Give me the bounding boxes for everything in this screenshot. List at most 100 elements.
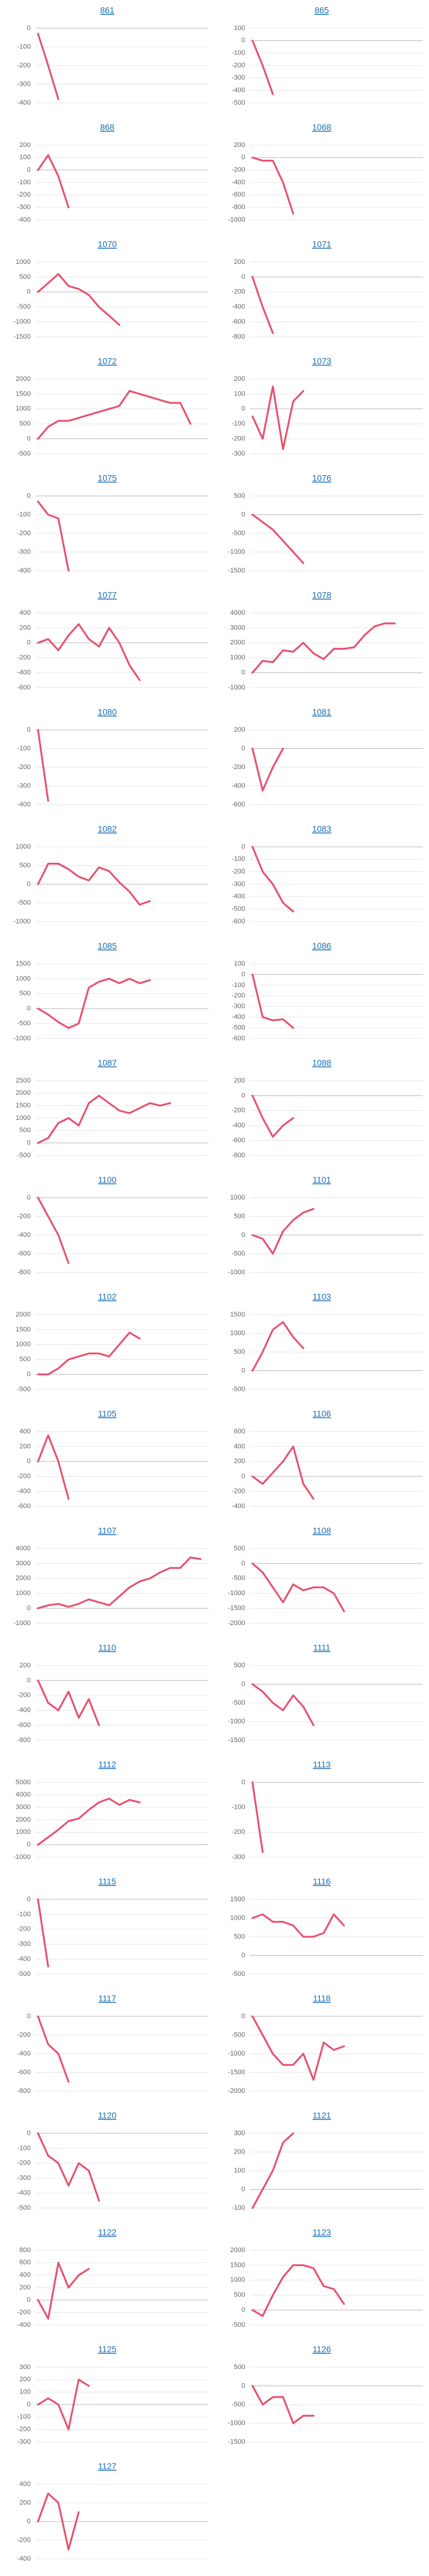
y-tick-label: -600 <box>17 1503 31 1510</box>
y-tick-label: 400 <box>20 1428 31 1435</box>
y-tick-label: -200 <box>232 435 245 443</box>
chart-title[interactable]: 1125 <box>98 2345 116 2354</box>
y-tick-label: -400 <box>232 179 245 186</box>
chart-title[interactable]: 1122 <box>98 2228 116 2237</box>
y-tick-label: -100 <box>232 982 245 989</box>
y-tick-label: -200 <box>232 992 245 999</box>
y-tick-label: -100 <box>232 855 245 863</box>
data-line <box>251 846 294 913</box>
y-tick-label: 0 <box>27 726 31 734</box>
chart-title[interactable]: 1078 <box>312 590 331 600</box>
chart-title[interactable]: 1120 <box>98 2111 116 2120</box>
chart-title[interactable]: 861 <box>100 6 115 15</box>
chart-title[interactable]: 1086 <box>312 941 331 951</box>
data-line <box>251 2264 345 2317</box>
data-line <box>251 385 305 451</box>
y-tick-label: 2000 <box>230 2247 245 2254</box>
y-tick-label: -200 <box>17 654 31 661</box>
chart-title[interactable]: 1126 <box>313 2345 331 2354</box>
y-tick-label: 0 <box>27 1841 31 1849</box>
y-tick-label: -400 <box>17 669 31 677</box>
chart-title[interactable]: 1100 <box>98 1175 116 1185</box>
chart-title[interactable]: 1115 <box>98 1877 116 1887</box>
y-tick-label: 0 <box>241 1560 245 1567</box>
chart-title[interactable]: 1107 <box>98 1526 116 1536</box>
data-line <box>251 1094 294 1138</box>
y-tick-label: 0 <box>27 1005 31 1012</box>
data-line <box>251 2385 314 2424</box>
chart-title[interactable]: 1085 <box>97 941 116 951</box>
y-tick-label: 200 <box>20 141 31 149</box>
y-tick-label: 1500 <box>16 390 31 397</box>
y-tick-label: 600 <box>234 1428 245 1435</box>
y-tick-label: -600 <box>232 1035 245 1042</box>
y-tick-label: 1000 <box>16 843 31 851</box>
chart-title[interactable]: 1081 <box>312 707 331 717</box>
chart-title[interactable]: 1077 <box>97 590 116 600</box>
y-tick-label: -400 <box>17 1707 31 1714</box>
chart-title[interactable]: 1072 <box>97 356 116 366</box>
chart-title[interactable]: 1127 <box>98 2461 116 2471</box>
y-tick-label: -200 <box>232 1828 245 1836</box>
chart-title[interactable]: 1108 <box>313 1526 331 1536</box>
chart-title[interactable]: 1068 <box>312 122 331 132</box>
y-tick-label: -100 <box>232 2204 245 2212</box>
y-tick-label: -1000 <box>228 2419 245 2427</box>
chart-title[interactable]: 1117 <box>98 1994 116 2003</box>
y-tick-label: 1000 <box>230 654 245 661</box>
y-tick-label: 0 <box>241 2185 245 2193</box>
chart-title[interactable]: 1106 <box>313 1409 331 1419</box>
chart-title[interactable]: 1080 <box>97 707 116 717</box>
chart-title[interactable]: 1112 <box>98 1760 116 1770</box>
y-tick-label: 2000 <box>16 1089 31 1097</box>
y-tick-label: 100 <box>234 24 245 32</box>
data-line <box>251 156 294 215</box>
chart-title[interactable]: 1082 <box>97 824 116 834</box>
y-tick-label: 0 <box>27 881 31 888</box>
y-tick-label: 4000 <box>16 1791 31 1798</box>
chart-title[interactable]: 1123 <box>313 2228 331 2237</box>
chart-title[interactable]: 1088 <box>312 1058 331 1068</box>
y-tick-label: 2500 <box>16 1077 31 1084</box>
chart-title[interactable]: 1105 <box>98 1409 116 1419</box>
chart-title[interactable]: 1083 <box>312 824 331 834</box>
chart-title[interactable]: 1087 <box>97 1058 116 1068</box>
y-tick-label: 0 <box>27 1677 31 1684</box>
y-tick-label: -200 <box>17 1692 31 1699</box>
chart-title[interactable]: 1073 <box>312 356 331 366</box>
chart-title[interactable]: 1102 <box>98 1292 116 1302</box>
y-tick-label: -300 <box>232 1003 245 1010</box>
chart-title[interactable]: 1116 <box>313 1877 330 1887</box>
y-tick-label: 0 <box>27 1458 31 1465</box>
y-tick-label: -500 <box>232 1386 245 1393</box>
y-tick-label: -600 <box>17 2068 31 2076</box>
y-tick-label: 0 <box>27 2013 31 2020</box>
chart-title[interactable]: 1110 <box>98 1643 116 1653</box>
y-tick-label: 0 <box>241 971 245 978</box>
y-tick-label: 100 <box>234 390 245 397</box>
chart-title[interactable]: 1111 <box>313 1643 330 1653</box>
chart-title[interactable]: 1101 <box>313 1175 331 1185</box>
y-tick-label: -200 <box>17 191 31 198</box>
chart-title[interactable]: 1076 <box>312 473 331 483</box>
y-tick-label: 2000 <box>16 1816 31 1823</box>
y-tick-label: 0 <box>27 492 31 500</box>
chart-title[interactable]: 1121 <box>313 2111 331 2120</box>
y-tick-label: 0 <box>241 273 245 280</box>
y-tick-label: -1000 <box>228 1269 245 1276</box>
y-tick-label: -100 <box>17 43 31 50</box>
chart-title[interactable]: 1103 <box>313 1292 331 1302</box>
y-tick-label: -300 <box>17 548 31 555</box>
chart-title[interactable]: 1071 <box>312 239 331 249</box>
chart-title[interactable]: 868 <box>100 122 115 132</box>
chart-title[interactable]: 1118 <box>313 1994 330 2003</box>
y-tick-label: -400 <box>17 99 31 107</box>
chart-title[interactable]: 1113 <box>313 1760 330 1770</box>
y-tick-label: -300 <box>232 450 245 457</box>
y-tick-label: -1000 <box>13 1853 31 1861</box>
chart-title[interactable]: 865 <box>314 6 329 15</box>
chart-title[interactable]: 1075 <box>97 473 116 483</box>
chart-title[interactable]: 1070 <box>97 239 116 249</box>
y-tick-label: -600 <box>232 918 245 925</box>
data-line <box>251 2015 345 2081</box>
